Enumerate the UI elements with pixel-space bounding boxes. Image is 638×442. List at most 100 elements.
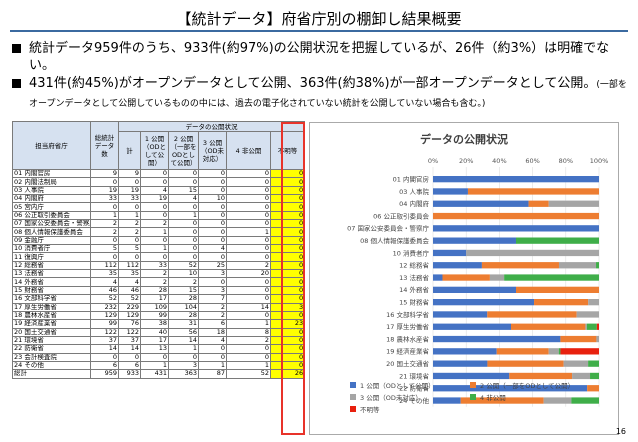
table-row: 07 国家公安委員会・警察庁 2 2 2 0 0 0 0 (12, 219, 306, 229)
value-cell-c2: 4 (168, 194, 199, 204)
value-cell-c3: 2 (198, 310, 227, 321)
value-cell-c2: 15 (168, 185, 199, 196)
x-tick-label: 20% (459, 157, 473, 165)
bar-segment-series-1 (433, 372, 510, 380)
value-cell-sum: 33 (118, 194, 141, 204)
table-total-row: 総計 959 933 431 363 87 52 26 (12, 369, 306, 379)
value-cell-sum: 933 (118, 369, 141, 379)
bar-segment-series-2 (496, 348, 549, 355)
data-table: 担当府省庁 総統計データ数 データの公開状況 計 1 公開（ODとして公開） 2… (12, 121, 306, 379)
legend-swatch (350, 406, 356, 412)
table-row: 21 環境省 37 37 17 14 4 2 0 (12, 335, 306, 346)
value-cell-c4: 1 (226, 360, 271, 371)
ministry-cell: 02 内閣法制局 (12, 177, 91, 187)
bar-segment-series-1 (433, 200, 529, 207)
bar-segment-series-4 (571, 397, 599, 404)
bar-segment-series-2 (560, 335, 597, 343)
value-cell-c1: 0 (140, 202, 169, 212)
legend-label: 不明等 (360, 405, 380, 414)
category-label: 08 個人情報保護委員会 (360, 236, 429, 245)
page-title: 【統計データ】府省庁別の棚卸し結果概要 (176, 10, 462, 28)
value-cell-c2: 28 (168, 310, 199, 321)
value-cell-c3: 10 (198, 194, 227, 204)
value-cell-c2: 2 (168, 277, 199, 287)
category-label: 15 財務省 (399, 297, 429, 306)
bar-segment-series-2 (467, 188, 599, 195)
value-cell-c1: 19 (140, 194, 169, 204)
value-cell-total: 959 (90, 369, 119, 379)
value-cell-c2: 10 (168, 269, 199, 279)
value-cell-c2: 0 (168, 352, 199, 362)
bullet-text: 431件(約45%)がオープンデータとして公開、363件(約38%)が一部オープ… (29, 76, 597, 91)
ministry-cell: 12 総務省 (12, 260, 91, 271)
legend-swatch (470, 394, 476, 400)
category-label: 03 人事院 (399, 187, 429, 196)
category-label: 07 国家公安委員会・警察庁 (347, 224, 429, 233)
ministry-cell: 07 国家公安委員会・警察庁 (12, 219, 91, 229)
bar-segment-series-3 (543, 397, 572, 404)
table-row: 11 復興庁 0 0 0 0 0 0 0 (12, 252, 306, 262)
table-row: 05 宮内庁 0 0 0 0 0 0 0 (12, 202, 306, 212)
value-cell-c4: 0 (226, 310, 271, 321)
value-cell-c4: 52 (226, 369, 271, 379)
value-cell-c4: 0 (226, 285, 271, 296)
value-cell-sum: 4 (118, 277, 141, 287)
bar-segment-series-3 (596, 335, 599, 343)
value-cell-total: 5 (90, 244, 119, 254)
table-row: 09 金融庁 0 0 0 0 0 0 0 (12, 235, 306, 246)
value-cell-c3: 0 (198, 277, 227, 287)
category-label: 10 消費者庁 (393, 248, 430, 257)
value-cell-c4: 2 (226, 260, 271, 271)
legend-label: 4 非公開 (480, 393, 506, 402)
value-cell-c1: 13 (140, 344, 169, 354)
value-cell-c1: 4 (140, 185, 169, 196)
bar-segment-series-2 (442, 274, 490, 281)
value-cell-c4: 2 (226, 335, 271, 346)
bar-segment-series-5 (560, 348, 599, 355)
table-row: 19 経済産業省 99 76 38 31 6 1 23 (12, 319, 306, 329)
bar-segment-series-4 (590, 372, 599, 380)
bar-segment-series-2 (487, 311, 577, 318)
legend-label: 1 公開（ODとして公開） (360, 382, 435, 390)
value-cell-total: 2 (90, 219, 119, 229)
ministry-cell: 19 経済産業省 (12, 319, 91, 329)
value-cell-c3: 3 (198, 285, 227, 296)
value-cell-c4: 0 (226, 252, 271, 262)
bullet-item: 統計データ959件のうち、933件(約97%)の公開状況を把握しているが、26件… (10, 40, 628, 74)
value-cell-c4: 0 (226, 168, 271, 179)
bar-segment-series-1 (433, 262, 482, 269)
value-cell-c4: 14 (226, 302, 271, 312)
category-label: 22 防衛省 (399, 384, 429, 393)
value-cell-total: 14 (90, 344, 119, 354)
bar-segment-series-3 (466, 249, 599, 257)
chart-frame: データの公開状況 0% 20% 40% 60% 80% 100% 01 内閣官房 03 人事院 0… (309, 122, 619, 435)
value-cell-c3: 7 (198, 294, 227, 304)
value-cell-c1: 38 (140, 319, 169, 329)
table-row: 22 防衛省 14 14 13 1 0 0 0 (12, 344, 306, 354)
ministry-cell: 14 外務省 (12, 277, 91, 287)
bar-segment-series-3 (585, 323, 587, 330)
legend-label: 2 公開（一部をODとして公開） (480, 381, 574, 390)
table-row: 02 内閣法制局 0 0 0 0 0 0 0 (12, 177, 306, 187)
value-cell-sum: 9 (118, 168, 141, 179)
value-cell-c1: 0 (140, 352, 169, 362)
value-cell-sum: 46 (118, 285, 141, 296)
value-cell-total: 19 (90, 185, 119, 196)
value-cell-c4: 0 (226, 352, 271, 362)
value-cell-sum: 129 (118, 310, 141, 321)
value-cell-c3: 3 (198, 269, 227, 279)
category-label: 14 外務省 (399, 285, 429, 294)
value-cell-c4: 8 (226, 327, 271, 337)
value-cell-sum: 19 (118, 185, 141, 196)
value-cell-c4: 0 (226, 210, 271, 221)
value-cell-total: 46 (90, 285, 119, 296)
bar-segment-series-3 (563, 360, 589, 367)
value-cell-sum: 76 (118, 319, 141, 329)
bar-segment-series-3 (548, 348, 559, 355)
bar-segment-series-2 (587, 385, 599, 392)
bar-segment-series-1 (433, 274, 443, 281)
value-cell-total: 232 (90, 302, 119, 312)
value-cell-c1: 0 (140, 210, 169, 221)
ministry-cell: 05 宮内庁 (12, 202, 91, 212)
header-sum: 計 (118, 131, 141, 170)
